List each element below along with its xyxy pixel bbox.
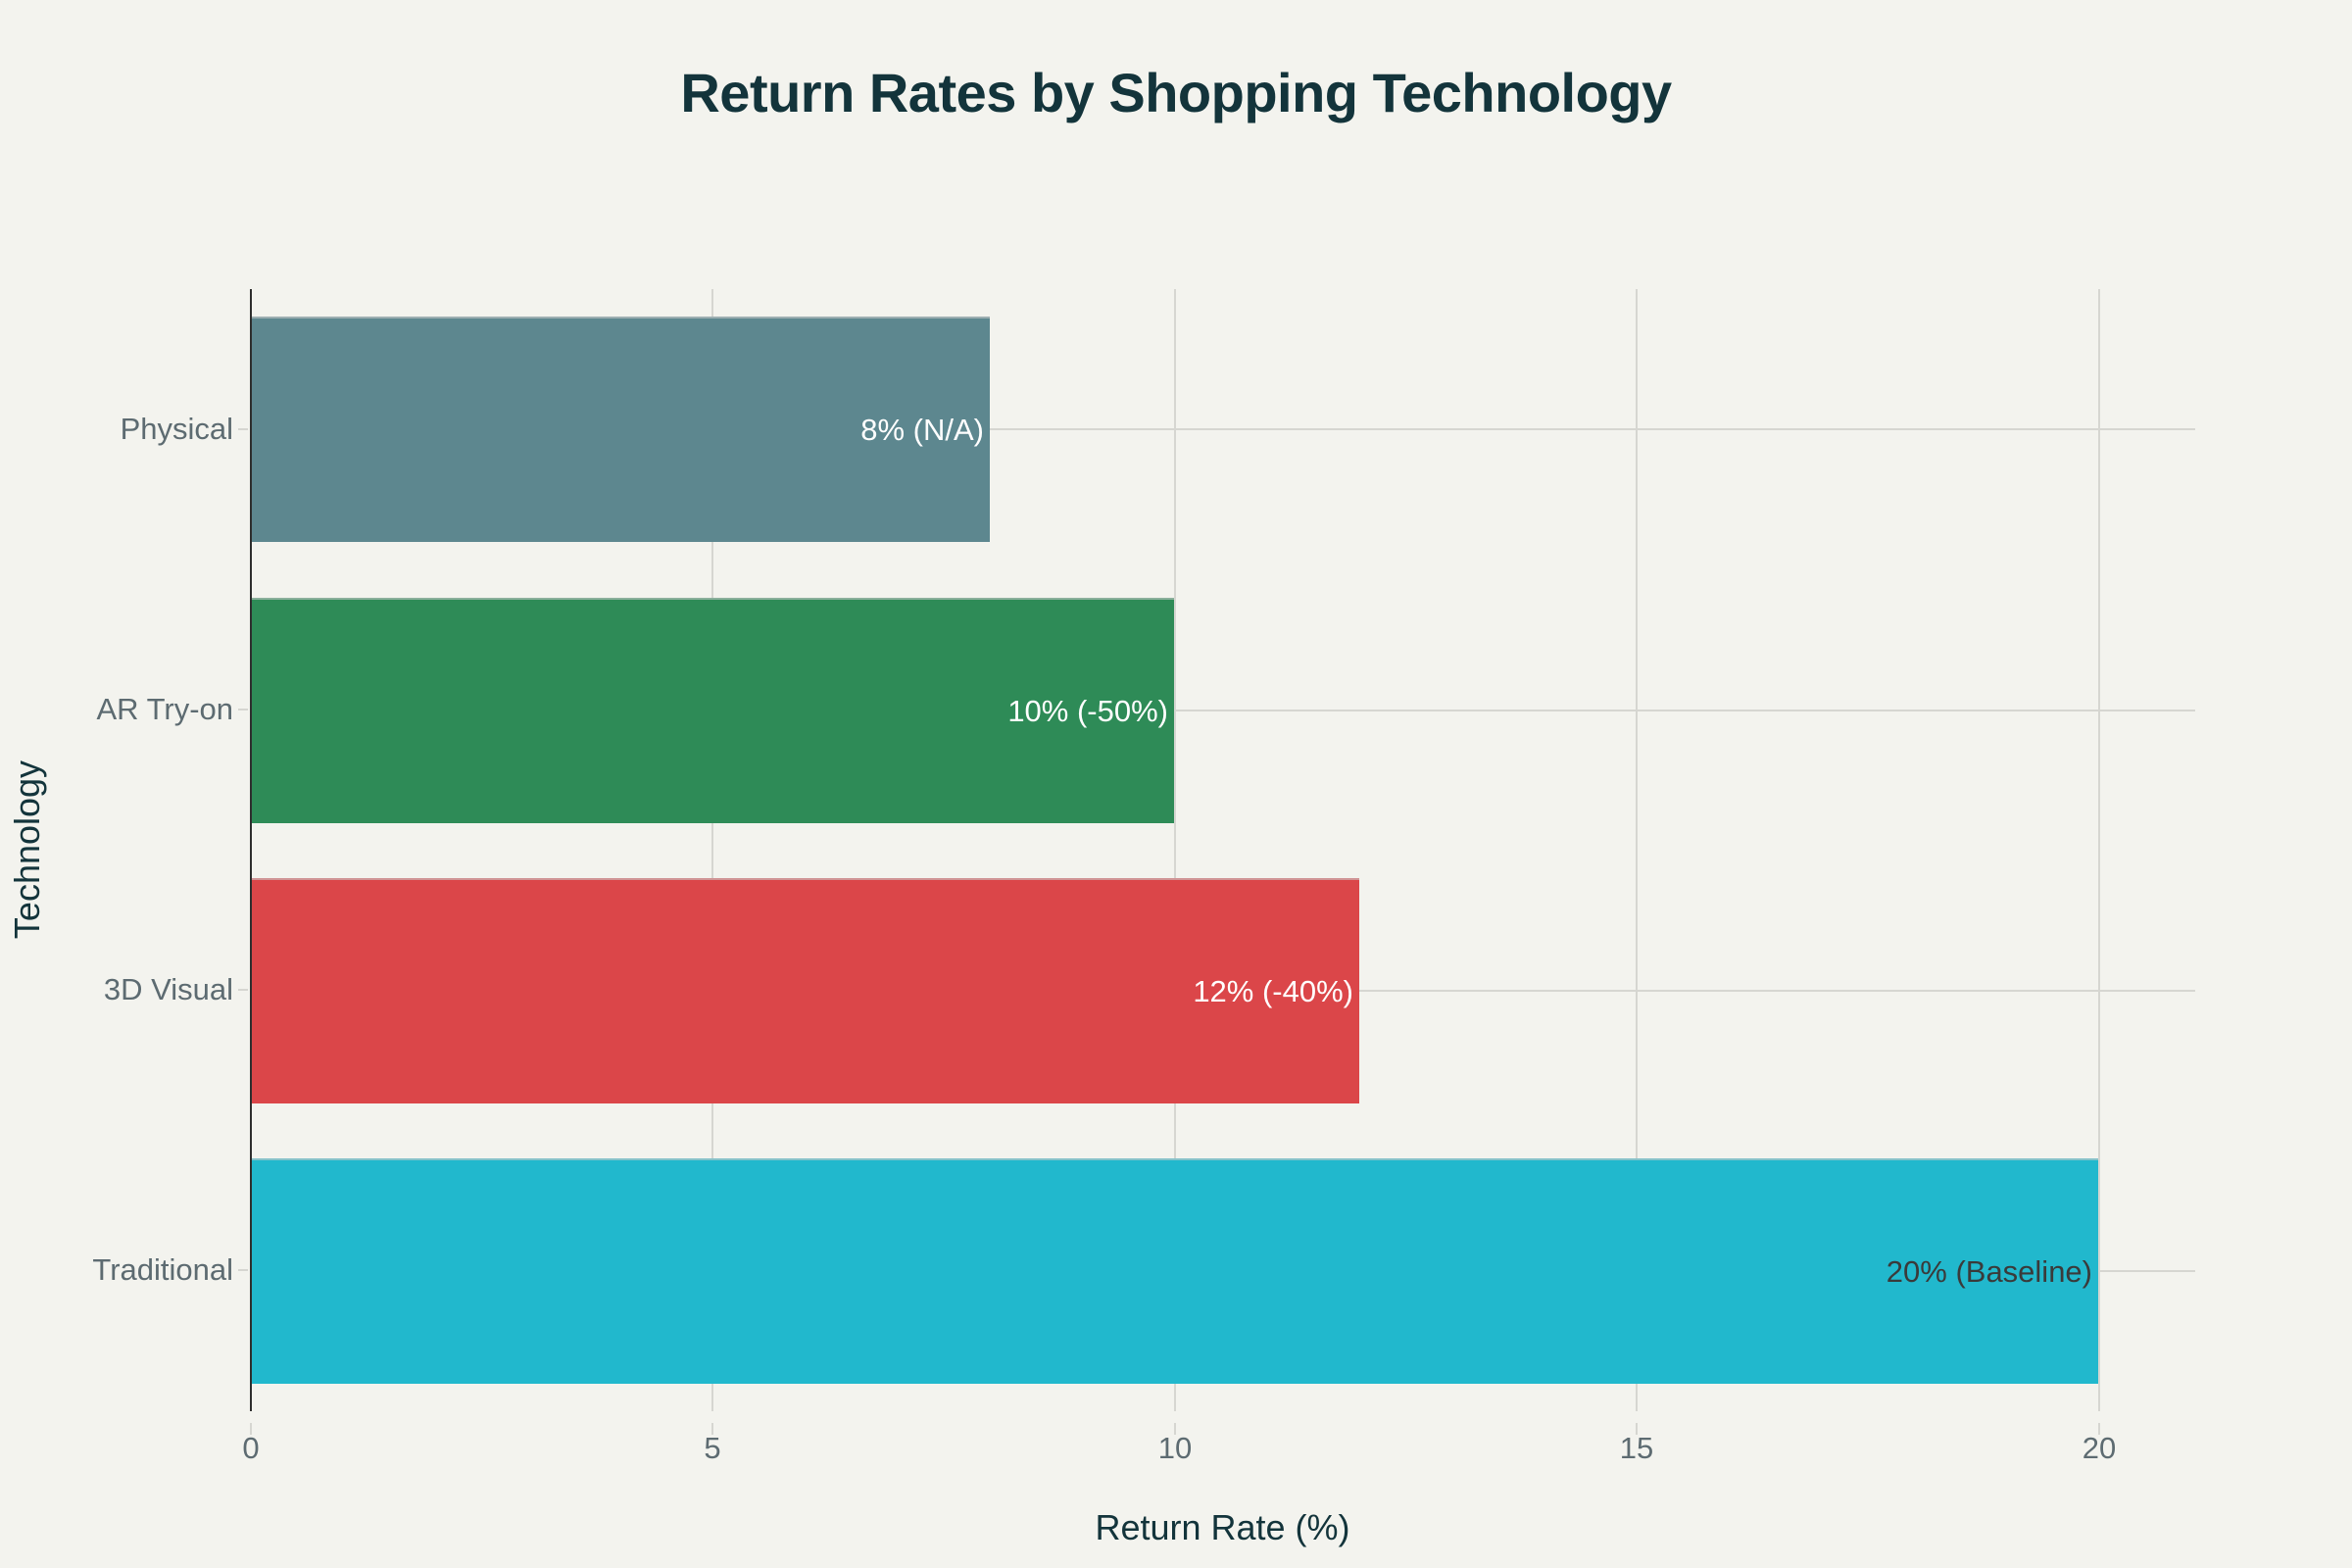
ytick-label-traditional: Traditional (92, 1252, 233, 1287)
xtick-label-20: 20 (2082, 1431, 2117, 1465)
bar-label-3d-visual: 12% (-40%) (1193, 974, 1353, 1008)
y-axis-title: Technology (7, 760, 47, 940)
xtick-mark-15 (1636, 1423, 1638, 1435)
chart-title: Return Rates by Shopping Technology (680, 62, 1672, 123)
ytick-mark-ar-try-on (238, 709, 248, 710)
gridline-y-physical (250, 428, 2195, 430)
bar-physical[interactable]: 8% (N/A) (250, 317, 990, 542)
plot-area: 8% (N/A) 10% (-50%) 12% (-40%) 20% (Base… (250, 289, 2195, 1411)
xtick-mark-20 (2098, 1423, 2100, 1435)
bar-label-physical: 8% (N/A) (860, 413, 984, 447)
gridline-x-5 (711, 289, 713, 1411)
gridline-x-10 (1174, 289, 1176, 1411)
bar-label-ar-try-on: 10% (-50%) (1007, 694, 1168, 728)
gridline-y-ar-try-on (250, 710, 2195, 711)
ytick-mark-physical (238, 428, 248, 430)
xtick-label-0: 0 (242, 1431, 260, 1465)
xtick-label-15: 15 (1619, 1431, 1654, 1465)
ytick-label-3d-visual: 3D Visual (103, 972, 233, 1006)
bar-label-traditional: 20% (Baseline) (1886, 1254, 2092, 1289)
y-axis-line (250, 289, 252, 1411)
xtick-label-10: 10 (1157, 1431, 1193, 1465)
ytick-mark-traditional (238, 1269, 248, 1271)
gridline-x-20 (2098, 289, 2100, 1411)
xtick-label-5: 5 (704, 1431, 721, 1465)
ytick-mark-3d-visual (238, 989, 248, 991)
bar-traditional[interactable]: 20% (Baseline) (250, 1158, 2098, 1384)
gridline-x-15 (1636, 289, 1638, 1411)
ytick-label-physical: Physical (120, 412, 233, 446)
xtick-mark-5 (711, 1423, 713, 1435)
ytick-label-ar-try-on: AR Try-on (96, 692, 233, 726)
xtick-mark-0 (250, 1423, 252, 1435)
xtick-mark-10 (1174, 1423, 1176, 1435)
x-axis-title: Return Rate (%) (1095, 1507, 1350, 1547)
bar-3d-visual[interactable]: 12% (-40%) (250, 878, 1359, 1103)
bar-ar-try-on[interactable]: 10% (-50%) (250, 598, 1174, 823)
